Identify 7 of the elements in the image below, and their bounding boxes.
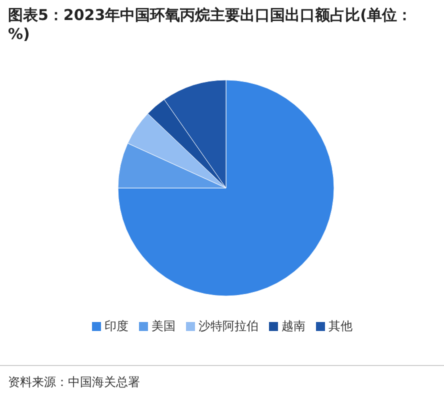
chart-title: 图表5：2023年中国环氧丙烷主要出口国出口额占比(单位：%) [8, 6, 414, 44]
text: 资料来源：中国海关总署 [8, 374, 140, 391]
legend-label: 美国 [152, 319, 176, 333]
legend-label: 印度 [104, 319, 128, 333]
legend-label: 其他 [328, 319, 352, 333]
legend-label: 沙特阿拉伯 [198, 319, 258, 333]
legend-label: 越南 [282, 319, 306, 333]
